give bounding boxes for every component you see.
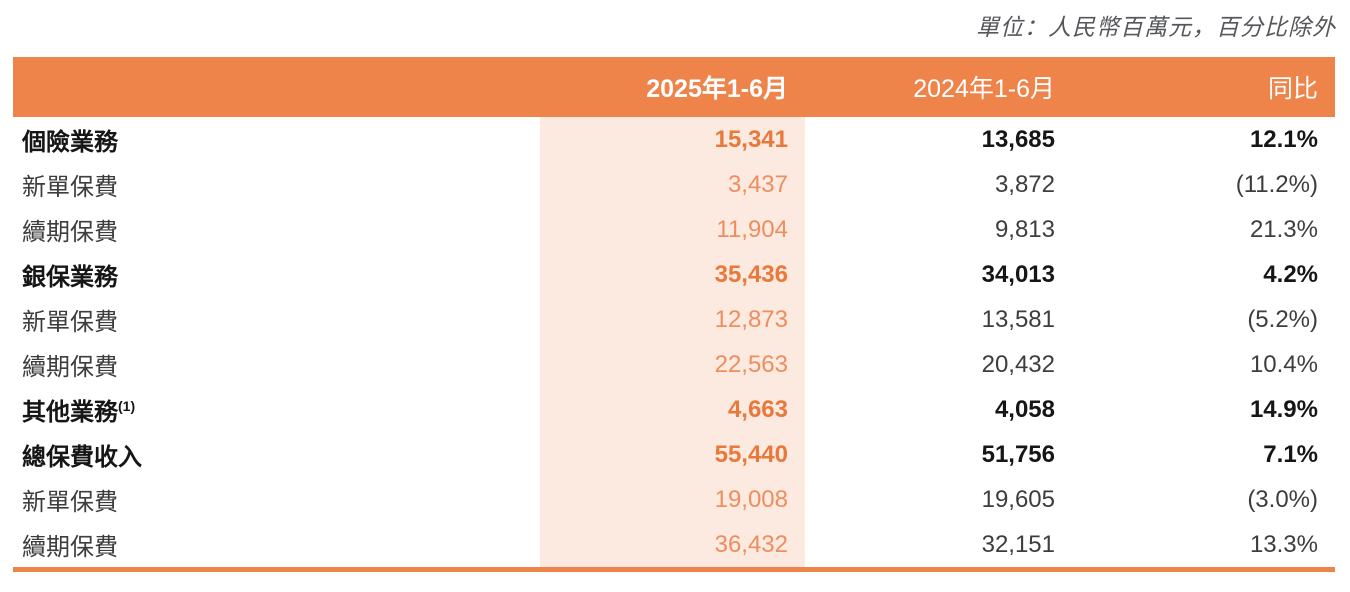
row-label-text: 總保費收入 bbox=[22, 444, 142, 471]
value-2025: 55,440 bbox=[540, 432, 805, 477]
row-label-text: 新單保費 bbox=[22, 309, 118, 336]
table-row: 續期保費 22,563 20,432 10.4% bbox=[13, 342, 1335, 387]
value-yoy: 10.4% bbox=[1249, 350, 1318, 378]
value-yoy: (11.2%) bbox=[1235, 170, 1318, 198]
value-2025: 12,873 bbox=[540, 297, 805, 342]
row-label-text: 續期保費 bbox=[22, 534, 118, 561]
table-row: 新單保費 3,437 3,872 (11.2%) bbox=[13, 162, 1335, 207]
value-2024: 9,813 bbox=[994, 215, 1055, 243]
table-row: 新單保費 19,008 19,605 (3.0%) bbox=[13, 477, 1335, 522]
value-2024: 51,756 bbox=[981, 440, 1055, 468]
value-2024: 13,685 bbox=[981, 125, 1055, 153]
table-row: 新單保費 12,873 13,581 (5.2%) bbox=[13, 297, 1335, 342]
table-bottom-rule bbox=[13, 567, 1335, 572]
row-label-text: 個險業務 bbox=[22, 129, 118, 156]
value-2024: 3,872 bbox=[994, 170, 1055, 198]
value-2025: 4,663 bbox=[540, 387, 805, 432]
value-2025: 19,008 bbox=[540, 477, 805, 522]
value-yoy: 7.1% bbox=[1263, 440, 1318, 468]
row-label-text: 其他業務 bbox=[22, 399, 118, 426]
row-label: 新單保費 bbox=[13, 302, 540, 337]
table-row: 總保費收入 55,440 51,756 7.1% bbox=[13, 432, 1335, 477]
column-header-2025: 2025年1-6月 bbox=[646, 75, 788, 103]
value-yoy: (5.2%) bbox=[1247, 305, 1318, 333]
value-yoy: 12.1% bbox=[1249, 125, 1318, 153]
table-row: 續期保費 36,432 32,151 13.3% bbox=[13, 522, 1335, 567]
row-label: 續期保費 bbox=[13, 347, 540, 382]
premium-income-table: 2025年1-6月 2024年1-6月 同比 個險業務 15,341 13,685 1… bbox=[13, 57, 1335, 572]
column-header-yoy: 同比 bbox=[1267, 75, 1318, 103]
value-2024: 20,432 bbox=[981, 350, 1055, 378]
table-header-row: 2025年1-6月 2024年1-6月 同比 bbox=[13, 57, 1335, 117]
row-label: 續期保費 bbox=[13, 212, 540, 247]
value-yoy: (3.0%) bbox=[1247, 485, 1318, 513]
row-label: 總保費收入 bbox=[13, 437, 540, 472]
row-label-text: 新單保費 bbox=[22, 489, 118, 516]
row-label: 新單保費 bbox=[13, 167, 540, 202]
row-label-text: 新單保費 bbox=[22, 174, 118, 201]
table-body: 個險業務 15,341 13,685 12.1% 新單保費 3,437 3,872 (11.2… bbox=[13, 117, 1335, 567]
value-2025: 3,437 bbox=[540, 162, 805, 207]
row-label-text: 續期保費 bbox=[22, 219, 118, 246]
value-yoy: 14.9% bbox=[1249, 395, 1318, 423]
value-yoy: 13.3% bbox=[1249, 530, 1318, 558]
footnote-marker: (1) bbox=[118, 398, 136, 414]
value-yoy: 21.3% bbox=[1249, 215, 1318, 243]
table-row: 銀保業務 35,436 34,013 4.2% bbox=[13, 252, 1335, 297]
value-2025: 36,432 bbox=[540, 522, 805, 567]
value-2024: 19,605 bbox=[981, 485, 1055, 513]
value-2024: 4,058 bbox=[994, 395, 1055, 423]
value-2024: 32,151 bbox=[981, 530, 1055, 558]
unit-note: 單位：人民幣百萬元，百分比除外 bbox=[976, 14, 1336, 40]
table-row: 個險業務 15,341 13,685 12.1% bbox=[13, 117, 1335, 162]
table-row: 其他業務(1) 4,663 4,058 14.9% bbox=[13, 387, 1335, 432]
value-2025: 35,436 bbox=[540, 252, 805, 297]
value-2025: 11,904 bbox=[540, 207, 805, 252]
row-label: 銀保業務 bbox=[13, 257, 540, 292]
row-label: 個險業務 bbox=[13, 122, 540, 157]
value-yoy: 4.2% bbox=[1263, 260, 1318, 288]
table-row: 續期保費 11,904 9,813 21.3% bbox=[13, 207, 1335, 252]
column-header-2024: 2024年1-6月 bbox=[913, 75, 1055, 103]
value-2024: 13,581 bbox=[981, 305, 1055, 333]
row-label: 續期保費 bbox=[13, 527, 540, 562]
row-label-text: 續期保費 bbox=[22, 354, 118, 381]
value-2025: 15,341 bbox=[540, 117, 805, 162]
value-2024: 34,013 bbox=[981, 260, 1055, 288]
row-label-text: 銀保業務 bbox=[22, 264, 118, 291]
row-label: 其他業務(1) bbox=[13, 392, 540, 427]
row-label: 新單保費 bbox=[13, 482, 540, 517]
value-2025: 22,563 bbox=[540, 342, 805, 387]
